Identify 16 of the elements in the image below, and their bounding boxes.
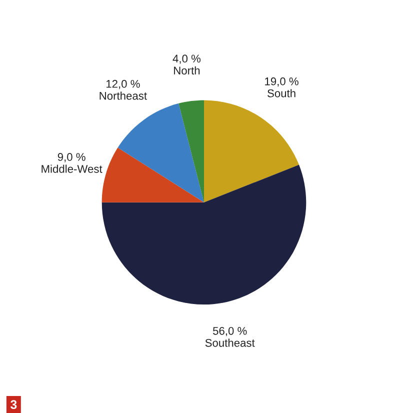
data-label: 56,0 % bbox=[212, 326, 247, 336]
data-label: 9,0 % bbox=[58, 153, 86, 162]
pie-slice bbox=[178, 100, 204, 202]
slice-label: North bbox=[174, 66, 200, 75]
pie-slice bbox=[204, 100, 299, 202]
pie-slice bbox=[102, 148, 204, 202]
pie-slice bbox=[118, 103, 204, 202]
text: 3 bbox=[10, 400, 17, 410]
data-label: 19,0 % bbox=[265, 77, 298, 87]
data-label: 12,0 % bbox=[106, 80, 140, 90]
slice-label: South bbox=[268, 89, 296, 98]
slice-label: Northeast bbox=[100, 92, 147, 100]
slice-label: Middle-West bbox=[42, 164, 102, 173]
pie-slice bbox=[102, 164, 306, 305]
data-label: 4,0 % bbox=[172, 54, 201, 64]
slice-label: Southeast bbox=[205, 338, 255, 347]
